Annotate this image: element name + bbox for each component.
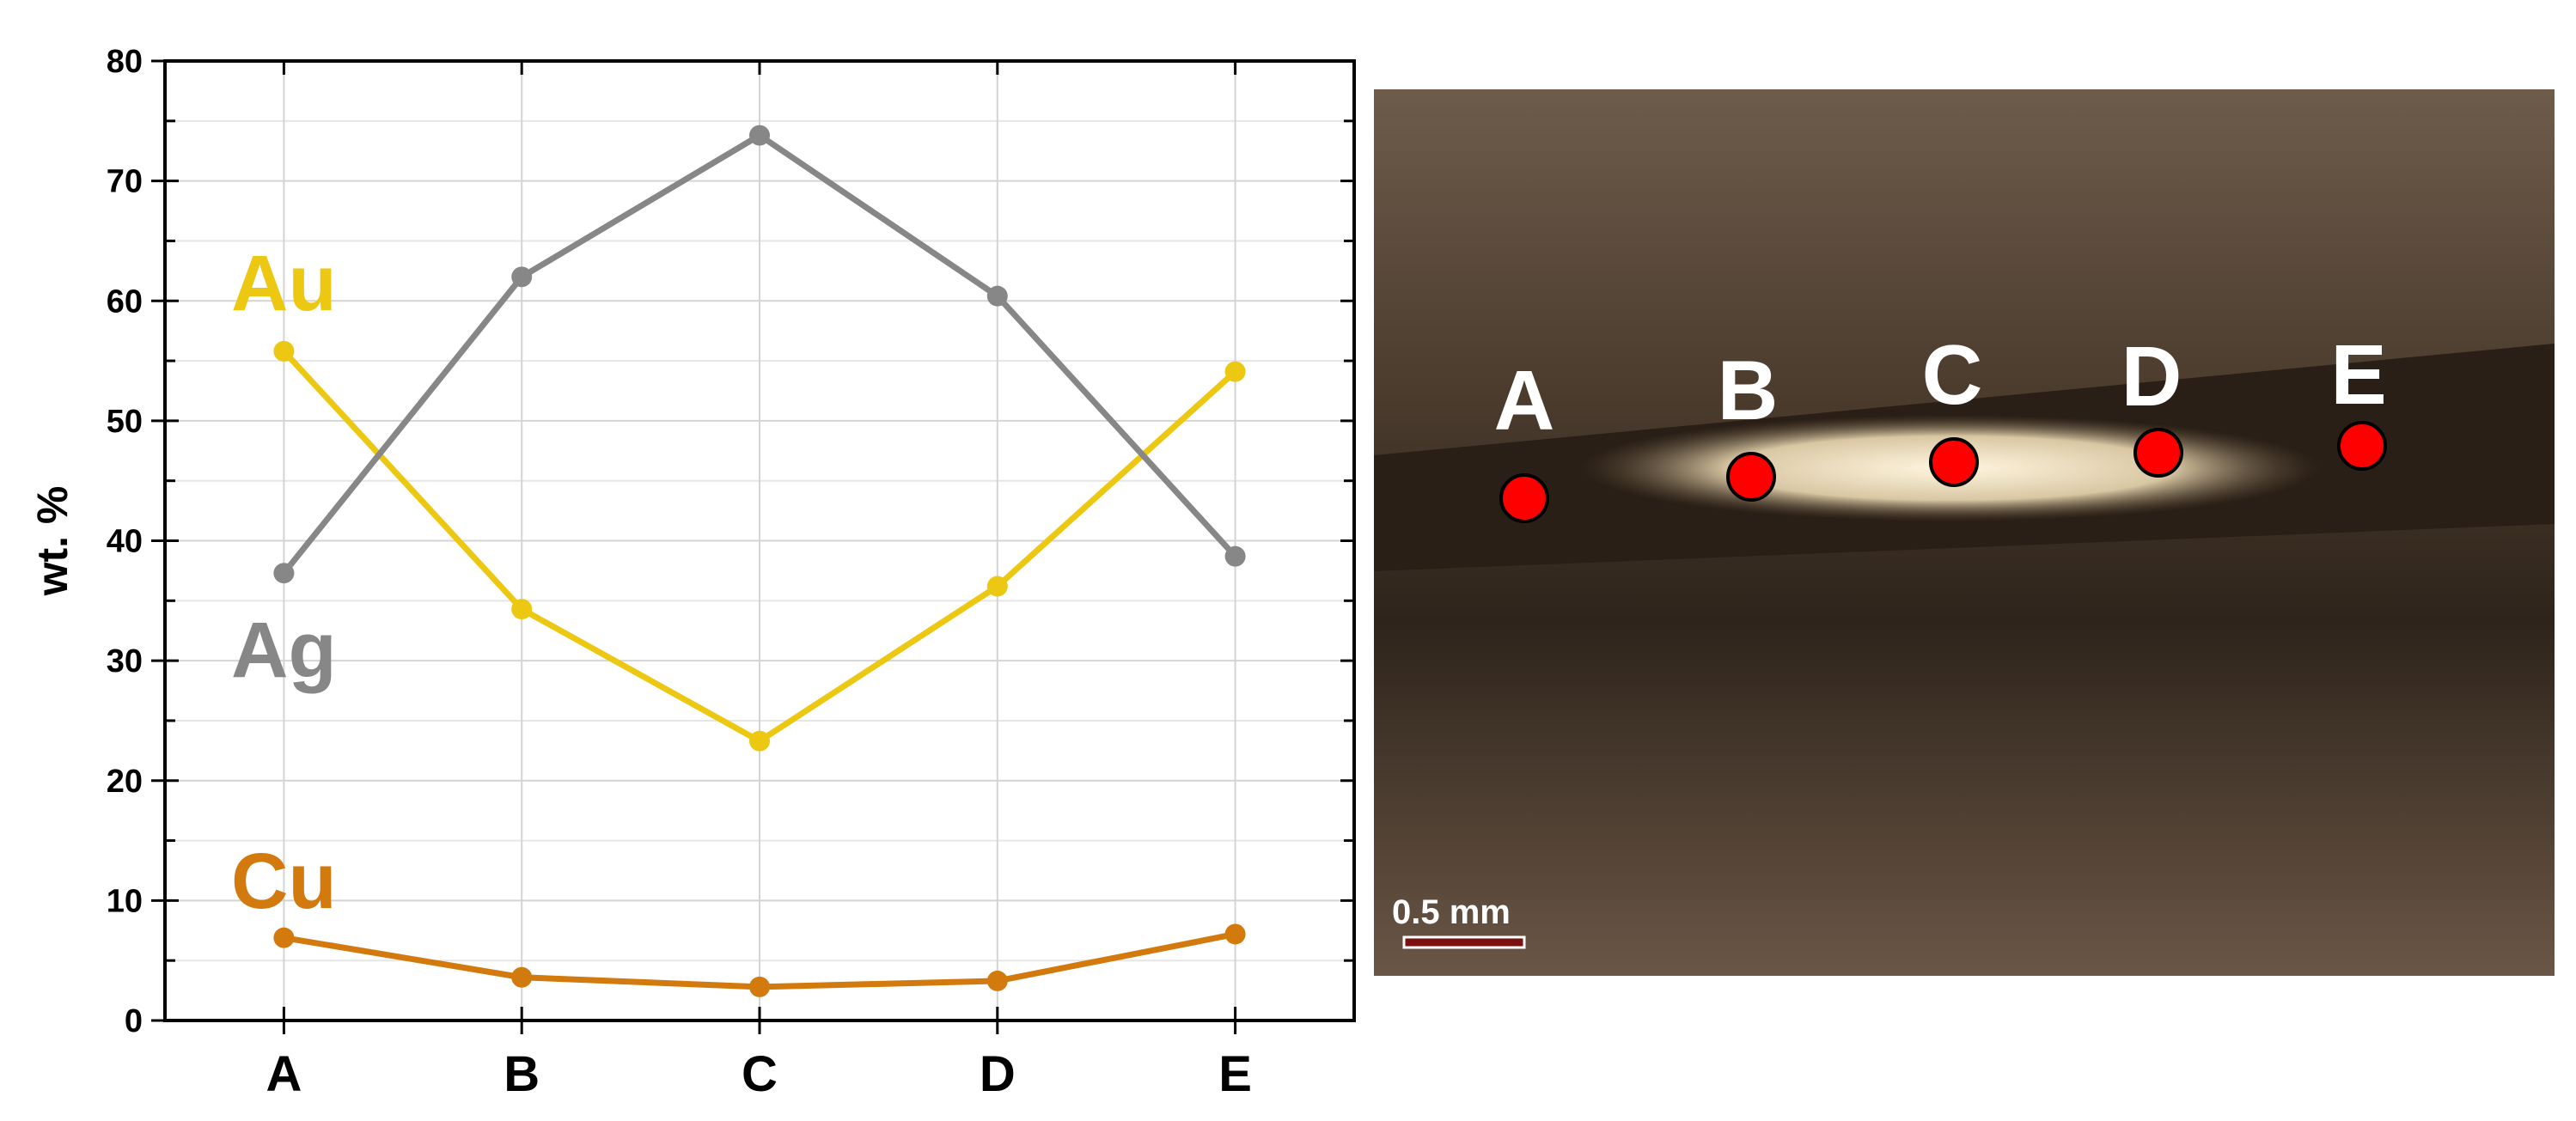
data-point — [1224, 545, 1246, 567]
data-point — [1224, 923, 1246, 945]
data-point — [273, 340, 295, 362]
x-tick-label: C — [742, 1046, 778, 1102]
y-tick-label: 80 — [107, 44, 143, 80]
series-label: Ag — [231, 606, 337, 694]
data-point — [749, 976, 770, 997]
data-point — [749, 730, 770, 752]
photo-marker-label: E — [2330, 327, 2386, 422]
data-point — [749, 125, 770, 146]
photo-marker — [1726, 452, 1776, 502]
y-tick-label: 20 — [107, 764, 143, 800]
data-point — [273, 563, 295, 584]
micrograph: 0.5 mm A B C D E — [1374, 89, 2555, 976]
x-tick-label: D — [980, 1046, 1016, 1102]
series-label: Cu — [231, 838, 337, 925]
photo-marker-label: A — [1494, 353, 1555, 448]
y-tick-label: 70 — [107, 164, 143, 200]
series-label: Au — [231, 240, 337, 327]
photo-marker-label: C — [1922, 327, 1983, 422]
photo-marker — [1929, 437, 1979, 487]
scale-bar — [1402, 935, 1526, 949]
y-tick-label: 40 — [107, 524, 143, 560]
data-point — [986, 576, 1008, 597]
photo-marker-label: B — [1718, 343, 1779, 437]
photo-marker-label: D — [2121, 329, 2182, 423]
data-point — [511, 266, 533, 288]
y-axis-label: wt. % — [28, 486, 76, 597]
x-tick-label: A — [266, 1046, 302, 1102]
y-tick-label: 50 — [107, 404, 143, 440]
photo-marker — [2133, 428, 2183, 478]
y-tick-label: 0 — [125, 1003, 143, 1039]
y-tick-label: 30 — [107, 643, 143, 679]
photo-marker — [2337, 421, 2387, 471]
data-point — [1224, 361, 1246, 382]
data-point — [511, 966, 533, 988]
y-tick-label: 60 — [107, 283, 143, 320]
data-point — [511, 599, 533, 620]
data-point — [986, 285, 1008, 307]
data-point — [273, 927, 295, 948]
y-tick-label: 10 — [107, 883, 143, 919]
x-tick-label: E — [1218, 1046, 1252, 1102]
scale-bar-label: 0.5 mm — [1392, 893, 1511, 931]
x-tick-label: B — [504, 1046, 540, 1102]
data-point — [986, 970, 1008, 991]
photo-marker — [1499, 473, 1549, 523]
